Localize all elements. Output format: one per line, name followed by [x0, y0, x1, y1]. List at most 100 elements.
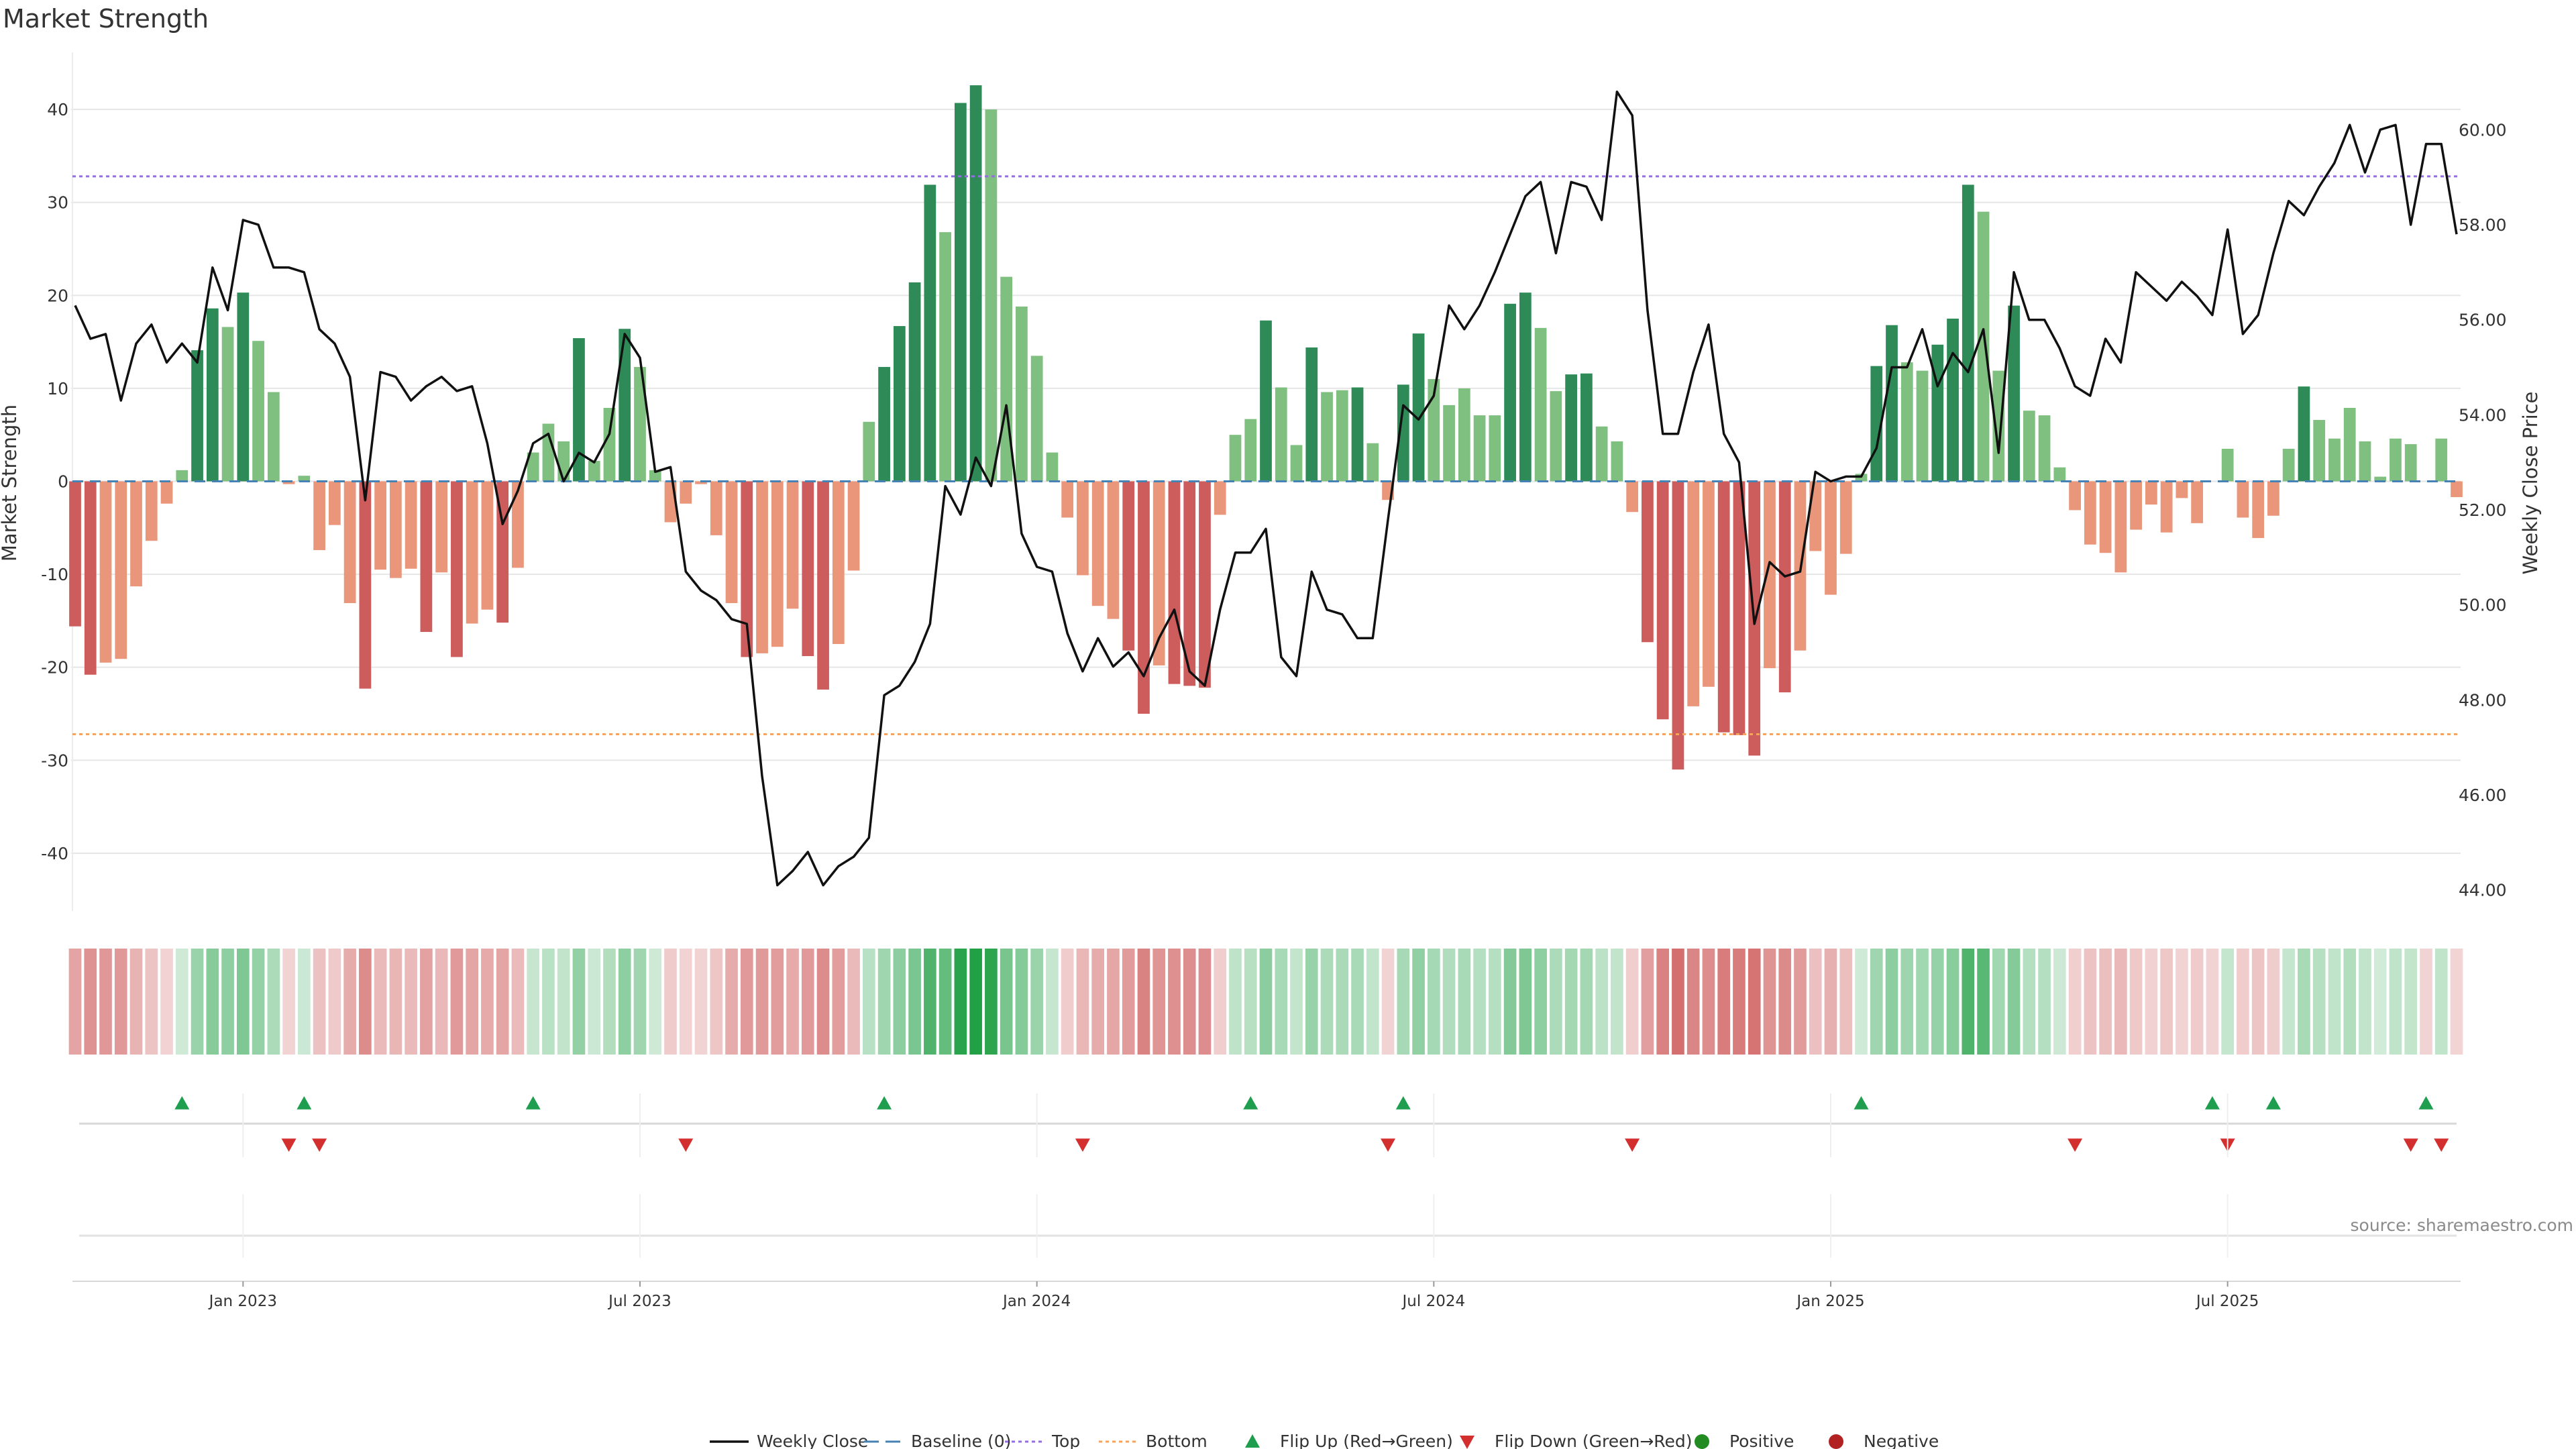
strength-bar [1107, 481, 1120, 619]
strength-bar [878, 367, 890, 482]
heat-cell [2206, 949, 2219, 1055]
legend-item-dash: Baseline (0) [864, 1432, 1011, 1449]
x-tick-label: Jul 2023 [607, 1293, 672, 1310]
strength-bar [451, 481, 463, 657]
strength-bar [2343, 408, 2356, 482]
heat-cell [725, 949, 738, 1055]
heat-cell [313, 949, 326, 1055]
heat-cell [938, 949, 952, 1055]
heat-cell [2023, 949, 2036, 1055]
strength-bar [390, 481, 402, 578]
heat-cell [267, 949, 280, 1055]
strength-bar [1260, 320, 1272, 482]
heat-cell [68, 949, 82, 1055]
heat-cell [2328, 949, 2341, 1055]
heat-cell [2099, 949, 2112, 1055]
x-tick-label: Jan 2025 [1795, 1293, 1864, 1310]
strength-bar [1900, 362, 1913, 482]
legend-item-dot-purple: Top [1005, 1432, 1080, 1449]
heat-cell [1885, 949, 1898, 1055]
strength-bar [2145, 481, 2157, 505]
strength-bar [2390, 438, 2402, 482]
heat-cell [1122, 949, 1135, 1055]
heat-cell [1611, 949, 1623, 1055]
strength-bar [2267, 481, 2279, 516]
strength-bar [1672, 481, 1684, 770]
strength-bar [343, 481, 356, 604]
strength-bar [1336, 390, 1348, 482]
heat-cell [221, 949, 234, 1055]
heat-cell [2160, 949, 2173, 1055]
heat-cell [1366, 949, 1379, 1055]
strength-bar [99, 481, 112, 663]
strength-bar [542, 423, 555, 482]
strength-bar [969, 85, 982, 482]
heat-cell [832, 949, 845, 1055]
heat-cell [252, 949, 265, 1055]
legend-circle-icon [1695, 1434, 1709, 1449]
strength-bar [832, 481, 845, 645]
legend-triangle-down-icon [1460, 1436, 1474, 1449]
weekly-close-line [74, 90, 2458, 887]
strength-bar [176, 470, 189, 482]
strength-bar [1183, 481, 1196, 686]
strength-bar [786, 481, 799, 609]
heat-cell [710, 949, 723, 1055]
strength-bar [252, 341, 264, 482]
heat-cell [1733, 949, 1746, 1055]
y-tick-label-right: 58.00 [2459, 215, 2507, 235]
heat-cell [2190, 949, 2204, 1055]
strength-bar [1428, 379, 1440, 482]
strength-bar [2237, 481, 2249, 518]
strength-bar [1626, 481, 1639, 513]
heat-cell [1717, 949, 1731, 1055]
strength-bar [680, 481, 692, 504]
heat-cell [1977, 949, 1990, 1055]
strength-bar [1565, 374, 1578, 482]
heat-cell [1244, 949, 1257, 1055]
heat-cell [511, 949, 525, 1055]
strength-bar [221, 327, 234, 482]
heat-cell [1564, 949, 1578, 1055]
strength-bar [206, 308, 219, 482]
source-note: source: sharemaestro.com [2350, 1216, 2574, 1235]
flip-down-marker [1381, 1138, 1396, 1152]
y-tick-label-left: 30 [47, 193, 68, 213]
strength-bar [1366, 443, 1379, 482]
strength-bar [1138, 481, 1150, 714]
strength-bar [2328, 438, 2341, 482]
heat-cell [679, 949, 692, 1055]
heat-cell [1030, 949, 1043, 1055]
strength-bar [588, 461, 600, 482]
heat-cell [1442, 949, 1456, 1055]
strength-bar [160, 481, 173, 504]
y-tick-label-right: 44.00 [2459, 881, 2507, 900]
heat-cell [1931, 949, 1944, 1055]
strength-bar [619, 329, 631, 482]
strength-bar [908, 282, 921, 482]
heat-cell [1183, 949, 1196, 1055]
heat-cell [282, 949, 295, 1055]
strength-bar [435, 481, 448, 573]
strength-bar [1580, 373, 1593, 482]
heat-cell [2145, 949, 2158, 1055]
strength-bar [2359, 441, 2371, 482]
strength-bar [145, 481, 158, 541]
strength-bar [298, 476, 311, 482]
heat-cell [2389, 949, 2402, 1055]
y-axis-label-right: Weekly Close Price [2519, 392, 2542, 575]
heat-cell [2129, 949, 2143, 1055]
heat-cell [893, 949, 906, 1055]
heat-cell [129, 949, 143, 1055]
heat-cell [1458, 949, 1471, 1055]
y-tick-label-left: 0 [58, 472, 68, 492]
heat-cell [1091, 949, 1105, 1055]
strength-bar [1764, 481, 1776, 669]
heat-cell [1061, 949, 1074, 1055]
heat-cell [1763, 949, 1776, 1055]
strength-bar [2053, 467, 2066, 482]
strength-bar [1030, 356, 1043, 482]
strength-bar [2038, 415, 2051, 482]
strength-bar [2084, 481, 2096, 545]
legend: Weekly Close Baseline (0) Top Bottom Flip Up… [710, 1432, 1939, 1449]
